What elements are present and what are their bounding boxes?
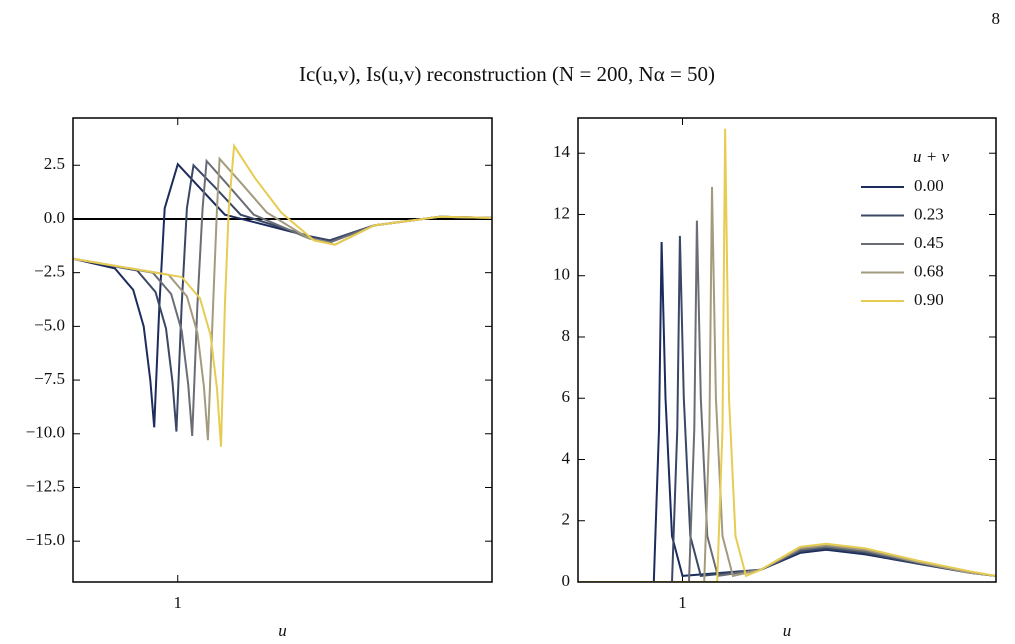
y-tick-label: −10.0 [26, 423, 65, 442]
series-line [578, 235, 996, 582]
y-tick-label: 8 [562, 326, 571, 345]
y-tick-label: 10 [553, 265, 570, 284]
series-line [578, 186, 996, 582]
legend-title: u + v [913, 147, 949, 166]
series-line [73, 162, 492, 428]
figure-title: Ic(u,v), Is(u,v) reconstruction (N = 200… [299, 62, 715, 86]
x-tick-label: 1 [678, 593, 687, 612]
series-line [73, 163, 492, 432]
series-line [73, 142, 492, 447]
y-tick-label: 0.0 [44, 208, 65, 227]
y-tick-label: −15.0 [26, 530, 65, 549]
legend-label: 0.68 [914, 261, 944, 280]
y-tick-label: −12.5 [26, 476, 65, 495]
x-axis-label: u [278, 621, 287, 640]
x-tick-label: 1 [174, 593, 183, 612]
y-tick-label: 4 [562, 448, 571, 467]
y-tick-label: 0 [562, 571, 571, 590]
axes-frame [72, 117, 493, 583]
legend-label: 0.45 [914, 233, 944, 252]
series-line [578, 128, 996, 582]
page-number: 8 [992, 9, 1001, 28]
y-tick-label: −2.5 [34, 262, 65, 281]
legend-label: 0.23 [914, 204, 944, 223]
y-tick-label: 2 [562, 510, 571, 529]
y-tick-label: 6 [562, 387, 571, 406]
legend-label: 0.00 [914, 176, 944, 195]
axes-frame [577, 117, 997, 583]
x-axis-label: u [783, 621, 792, 640]
y-tick-label: 14 [553, 142, 571, 161]
y-tick-label: 2.5 [44, 154, 65, 173]
y-tick-label: −5.0 [34, 315, 65, 334]
y-tick-label: −7.5 [34, 369, 65, 388]
series-line [73, 158, 492, 436]
y-tick-label: 12 [553, 203, 570, 222]
legend-label: 0.90 [914, 290, 944, 309]
